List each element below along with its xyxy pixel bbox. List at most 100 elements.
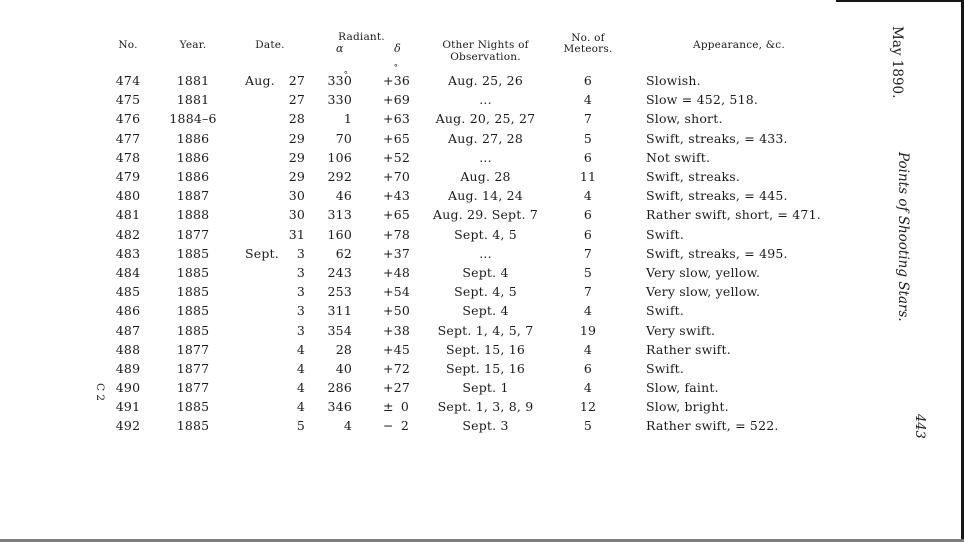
cell-radiant-delta: + 38: [357, 323, 413, 338]
cell-appearance: Swift, streaks, = 495.: [646, 245, 788, 261]
cell-other-nights: Sept. 4: [462, 303, 509, 319]
radiant-alpha-value: 46: [335, 188, 352, 204]
cell-radiant-delta: + 78: [357, 227, 413, 242]
cell-appearance: Swift, streaks, = 445.: [646, 188, 788, 204]
cell-no: 492: [115, 418, 141, 434]
radiant-delta-sign: +: [383, 245, 394, 261]
cell-radiant-delta: + 27: [357, 380, 413, 395]
cell-meteor-count: 6: [583, 149, 593, 165]
radiant-delta-sign: +: [383, 360, 394, 376]
radiant-delta-sign: +: [383, 341, 394, 357]
cell-radiant-delta: + 69: [357, 92, 413, 107]
cell-radiant-alpha: 286: [310, 380, 357, 395]
table-row: 484 1885 3 243 + 48 Sept. 4 5 Very slow,…: [100, 263, 860, 282]
cell-year: 1885: [176, 399, 210, 415]
cell-radiant-alpha: 1: [310, 111, 357, 126]
cell-other-nights: Aug. 27, 28: [448, 130, 523, 146]
cell-meteor-count: 7: [583, 284, 593, 300]
cell-date: 3: [230, 323, 310, 338]
radiant-alpha-value: 292: [327, 169, 352, 185]
cell-radiant-alpha: 330 °: [310, 70, 357, 89]
cell-no: 482: [115, 226, 141, 242]
radiant-delta-value: 48: [393, 264, 410, 280]
radiant-alpha-value: 286: [327, 380, 352, 396]
cell-radiant-alpha: 160: [310, 227, 357, 242]
degree-mark: °: [343, 70, 348, 80]
radiant-delta-sign: ±: [383, 399, 394, 415]
cell-year: 1887: [176, 188, 210, 204]
cell-other-nights: Sept. 1: [462, 380, 509, 396]
table-row: 479 1886 29 292 + 70 Aug. 28 11 Swift, s…: [100, 167, 860, 186]
radiant-delta-value: 2: [400, 418, 409, 434]
cell-appearance: Rather swift, short, = 471.: [646, 207, 821, 223]
date-day: 27: [288, 92, 305, 108]
table-header: No. Year. Date. Radiant. α δ Other Night…: [100, 30, 860, 68]
cell-other-nights: Aug. 20, 25, 27: [435, 111, 536, 127]
table-row: 477 1886 29 70 + 65 Aug. 27, 28 5 Swift,…: [100, 129, 860, 148]
cell-year: 1885: [176, 322, 210, 338]
cell-radiant-alpha: 313: [310, 207, 357, 222]
date-month: Sept.: [245, 245, 279, 261]
radiant-delta-sign: +: [383, 226, 394, 242]
radiant-delta-value: 52: [393, 149, 410, 165]
cell-no: 485: [115, 284, 141, 300]
cell-meteor-count: 6: [583, 226, 593, 242]
table-row: 474 1881 Aug. 27 330 ° + 36 ° Aug. 25, 26…: [100, 64, 860, 90]
date-day: 3: [296, 245, 305, 261]
radiant-alpha-value: 243: [327, 264, 352, 280]
radiant-delta-sign: +: [383, 149, 394, 165]
cell-year: 1885: [176, 418, 210, 434]
radiant-delta-value: 69: [393, 92, 410, 108]
cell-radiant-delta: + 37: [357, 246, 413, 261]
cell-meteor-count: 5: [583, 264, 593, 280]
header-appearance: Appearance, &c.: [693, 39, 785, 51]
cell-no: 489: [115, 360, 141, 376]
cell-date: 30: [230, 207, 310, 222]
cell-date: 29: [230, 150, 310, 165]
date-day: 5: [296, 418, 305, 434]
cell-date: 3: [230, 303, 310, 318]
cell-year: 1881: [176, 92, 210, 108]
cell-no: 484: [115, 264, 141, 280]
cell-radiant-delta: ± 0: [357, 399, 413, 414]
cell-no: 479: [115, 169, 141, 185]
radiant-alpha-value: 40: [335, 360, 352, 376]
meteor-observations-table: No. Year. Date. Radiant. α δ Other Night…: [100, 30, 860, 436]
scan-edge-bottom: [0, 539, 964, 542]
date-day: 30: [288, 207, 305, 223]
cell-other-nights: Sept. 1, 4, 5, 7: [437, 322, 534, 338]
cell-no: 478: [115, 149, 141, 165]
cell-radiant-alpha: 253: [310, 284, 357, 299]
date-day: 4: [296, 360, 305, 376]
cell-meteor-count: 11: [579, 169, 597, 185]
cell-no: 475: [115, 92, 141, 108]
date-day: 3: [296, 303, 305, 319]
radiant-alpha-value: 28: [335, 341, 352, 357]
radiant-delta-value: 36: [393, 73, 410, 89]
cell-radiant-alpha: 46: [310, 188, 357, 203]
cell-year: 1885: [176, 264, 210, 280]
cell-other-nights: Sept. 15, 16: [445, 341, 526, 357]
header-other-nights: Other Nights of Observation.: [442, 39, 529, 63]
radiant-alpha-value: 311: [327, 303, 352, 319]
cell-appearance: Swift.: [646, 226, 685, 242]
cell-no: 477: [115, 130, 141, 146]
cell-other-nights: Aug. 25, 26: [448, 73, 523, 89]
date-day: 30: [288, 188, 305, 204]
cell-radiant-alpha: 106: [310, 150, 357, 165]
cell-radiant-delta: + 65: [357, 131, 413, 146]
scan-edge-right: [961, 0, 964, 542]
radiant-alpha-value: 4: [343, 418, 352, 434]
cell-appearance: Rather swift, = 522.: [646, 418, 779, 434]
cell-radiant-alpha: 70: [310, 131, 357, 146]
cell-appearance: Swift, streaks.: [646, 169, 741, 185]
cell-radiant-alpha: 28: [310, 342, 357, 357]
date-day: 29: [288, 169, 305, 185]
cell-other-nights: Aug. 28: [460, 169, 511, 185]
radiant-delta-value: 63: [393, 111, 410, 127]
cell-other-nights: Aug. 29. Sept. 7: [433, 207, 538, 223]
printer-signature-mark: C 2: [94, 383, 106, 402]
cell-no: 476: [115, 111, 141, 127]
cell-no: 481: [115, 207, 141, 223]
